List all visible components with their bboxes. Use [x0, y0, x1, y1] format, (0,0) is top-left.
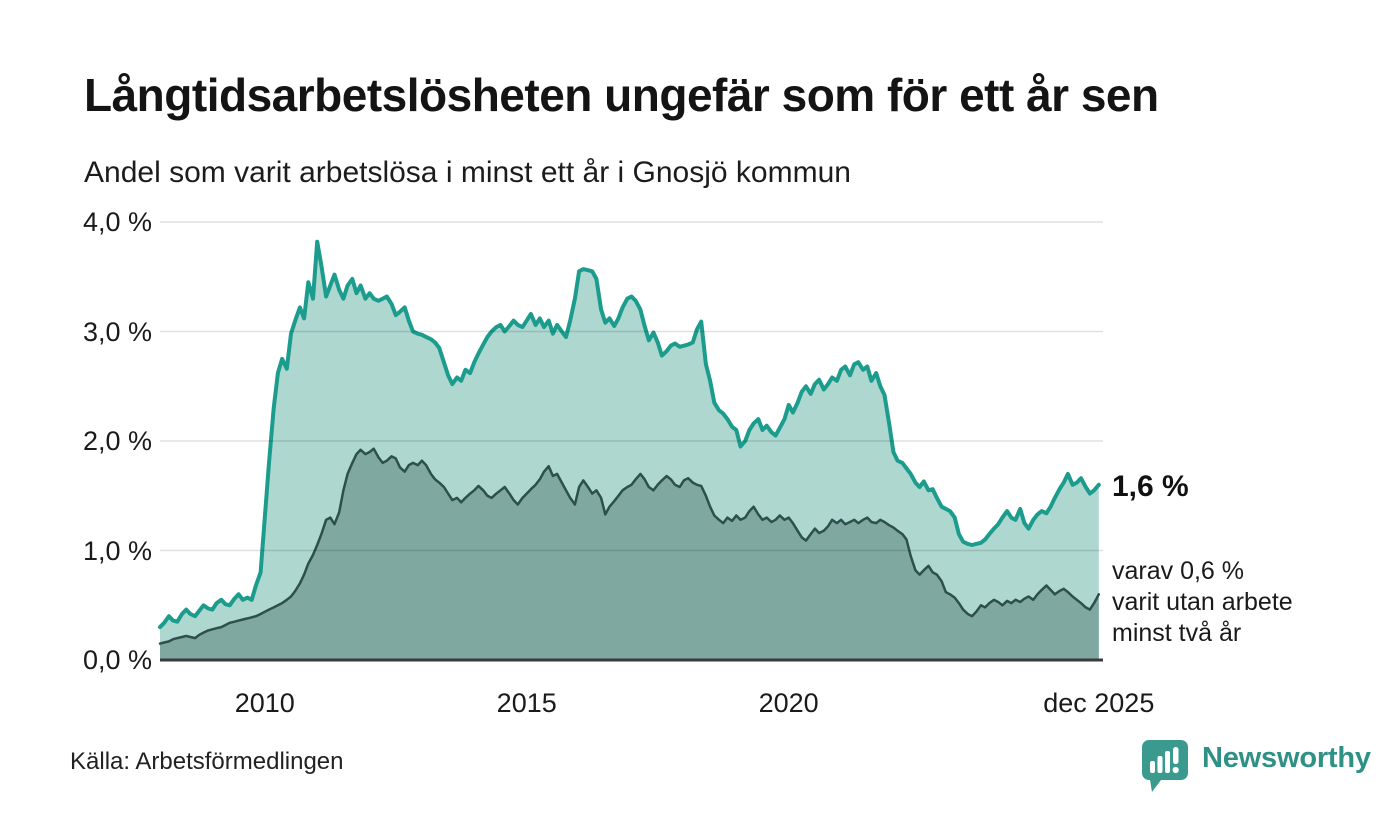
newsworthy-logo-icon: [1142, 740, 1188, 792]
y-axis-tick-label: 3,0 %: [82, 316, 152, 347]
brand-lockup: Newsworthy: [1140, 738, 1371, 794]
chart-subtitle: Andel som varit arbetslösa i minst ett å…: [84, 156, 851, 189]
source-credit: Källa: Arbetsförmedlingen: [70, 748, 344, 775]
y-axis-tick-label: 2,0 %: [82, 426, 152, 456]
secondary-annotation-line: minst två år: [1112, 619, 1242, 647]
brand-wordmark: Newsworthy: [1202, 742, 1371, 774]
chart-title: Långtidsarbetslösheten ungefär som för e…: [84, 69, 1159, 121]
secondary-annotation: varav 0,6 % varit utan arbete minst två …: [1112, 556, 1293, 649]
x-axis-tick-label: 2020: [758, 688, 819, 718]
series-line-min-one-year: [158, 239, 1101, 630]
secondary-annotation-line: varav 0,6 %: [1112, 557, 1245, 585]
secondary-annotation-line: varit utan arbete: [1112, 588, 1293, 616]
y-axis-tick-label: 1,0 %: [82, 535, 152, 566]
x-axis-tick-label: dec 2025: [1043, 688, 1155, 718]
y-axis-tick-label: 4,0 %: [82, 207, 152, 237]
x-axis-tick-label: 2010: [234, 688, 295, 718]
x-axis-tick-label: 2015: [496, 688, 557, 718]
y-axis-tick-label: 0,0 %: [82, 645, 152, 675]
series-line-min-two-years: [158, 447, 1101, 645]
series-area-min-two-years: [160, 448, 1099, 660]
latest-value-annotation: 1,6 %: [1112, 470, 1189, 503]
